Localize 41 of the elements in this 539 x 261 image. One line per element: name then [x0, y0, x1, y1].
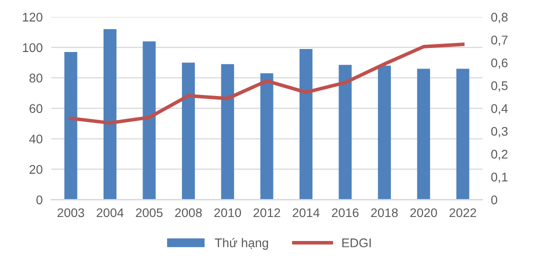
bar [456, 68, 470, 200]
bar [221, 64, 234, 200]
bar [182, 62, 195, 200]
x-tick-label: 2020 [410, 208, 438, 218]
y2-tick-label: 0,7 [491, 36, 508, 46]
y-tick-label: 40 [29, 134, 42, 144]
y-tick-label: 80 [30, 74, 42, 83]
x-tick-label: 2010 [214, 208, 242, 218]
x-tick-label: 2004 [96, 208, 124, 218]
bar [300, 48, 312, 200]
x-tick-label: 2016 [332, 208, 359, 218]
y2-tick-label: 0,1 [491, 172, 508, 183]
y2-tick-label: 0 [491, 195, 498, 204]
y2-tick-label: 0,8 [491, 12, 508, 24]
y2-tick-label: 0,3 [491, 126, 508, 138]
y2-tick-label: 0,4 [491, 104, 508, 114]
x-tick-label: 2014 [292, 208, 320, 218]
bar [417, 68, 430, 200]
x-tick-label: 2008 [175, 208, 202, 218]
bar [260, 73, 274, 200]
bar [378, 66, 391, 200]
y2-tick-label: 0,5 [491, 81, 508, 92]
y-tick-label: 120 [22, 12, 42, 22]
x-tick-label: 2005 [136, 208, 163, 218]
y-tick-label: 20 [30, 165, 42, 174]
bar [338, 64, 352, 200]
x-tick-label: 2012 [254, 208, 280, 218]
y-tick-label: 0 [36, 195, 42, 204]
x-tick-label: 2003 [58, 208, 84, 218]
y-tick-label: 100 [22, 43, 42, 52]
y2-tick-label: 0,6 [491, 58, 508, 69]
x-tick-label: 2022 [450, 208, 476, 218]
legend-label: Thứ hạng [214, 238, 268, 250]
bar [142, 41, 156, 200]
y-tick-label: 60 [30, 104, 42, 113]
bar [64, 52, 78, 200]
x-tick-label: 2018 [371, 208, 398, 218]
line-series [69, 42, 465, 125]
y2-tick-label: 0,2 [491, 150, 508, 160]
legend-label: EDGI [342, 238, 371, 248]
bar [104, 29, 116, 200]
